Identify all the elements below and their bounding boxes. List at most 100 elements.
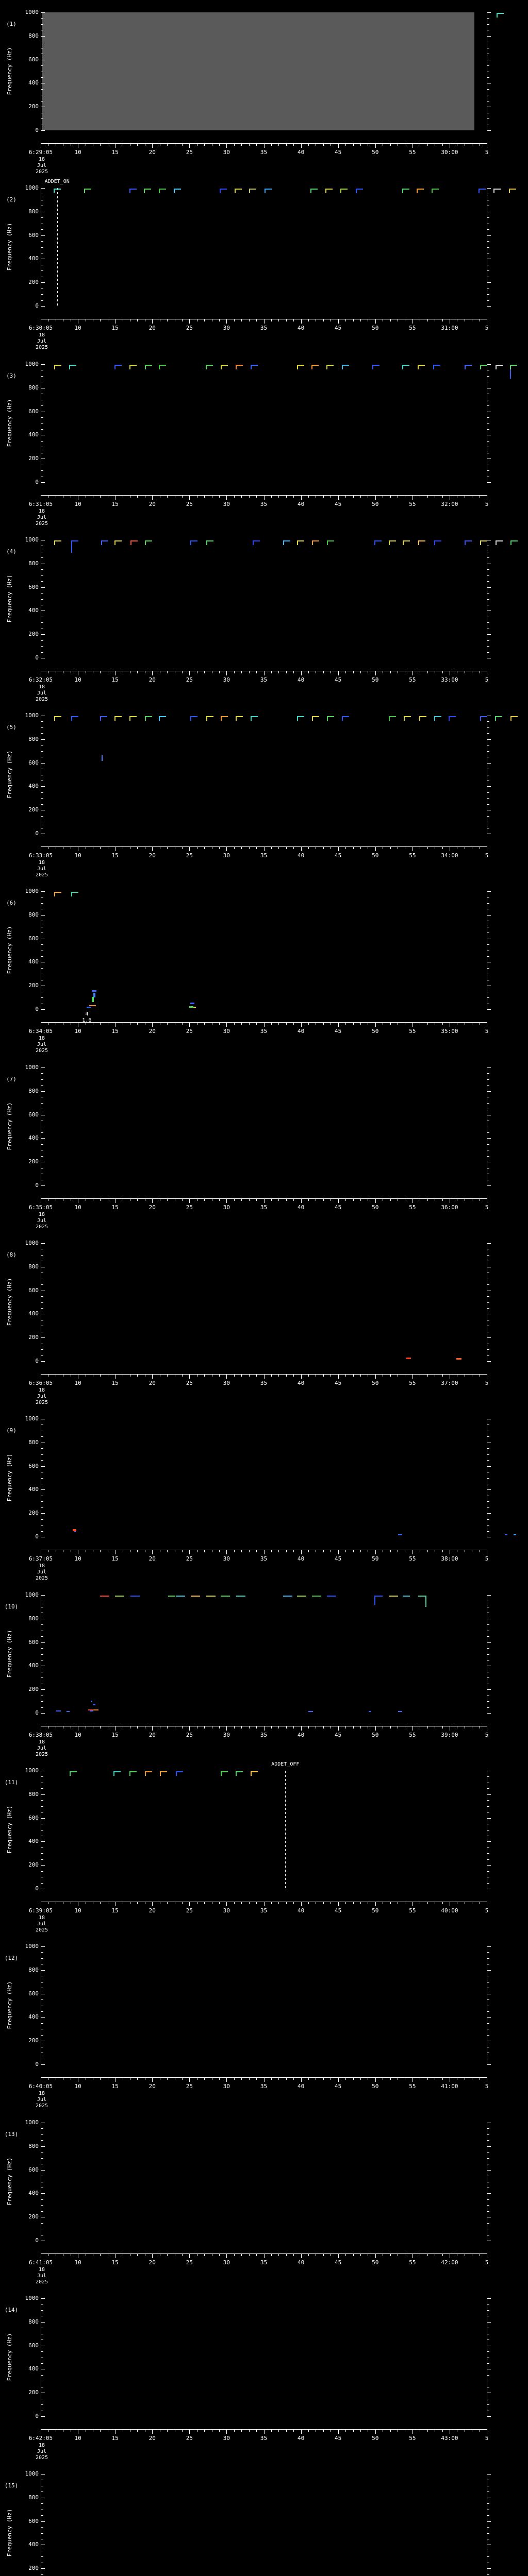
x-tick-label: 5 bbox=[485, 1380, 489, 1386]
x-tick bbox=[263, 1023, 265, 1027]
y-tick-label: 400 bbox=[28, 1134, 39, 1142]
y-tick bbox=[41, 1144, 43, 1145]
detection-mark-tick bbox=[250, 1771, 252, 1776]
detection-mark-tick bbox=[283, 540, 284, 545]
detection-mark-tick bbox=[312, 540, 314, 545]
x-tick-label: 15 bbox=[111, 1380, 119, 1386]
y-tick-label: 200 bbox=[28, 2565, 39, 2572]
y-tick bbox=[41, 1085, 43, 1086]
x-tick bbox=[390, 847, 391, 849]
y-tick bbox=[487, 2404, 489, 2405]
x-tick-label: 10 bbox=[74, 1028, 81, 1035]
y-tick bbox=[487, 1788, 489, 1789]
y-tick bbox=[487, 1436, 489, 1437]
x-tick bbox=[412, 496, 413, 500]
detection-mark-tick bbox=[252, 540, 254, 545]
detection-mark-tick bbox=[220, 716, 222, 721]
x-tick bbox=[390, 2254, 391, 2256]
y-tick-label: 0 bbox=[35, 2237, 39, 2244]
y-tick-label: 200 bbox=[28, 806, 39, 814]
x-tick bbox=[115, 847, 116, 851]
date-label: 2025 bbox=[35, 345, 48, 350]
y-tick bbox=[487, 646, 489, 647]
detection-mark-tick bbox=[235, 189, 236, 193]
y-tick-label: 1000 bbox=[25, 1064, 39, 1071]
x-tick bbox=[115, 1375, 116, 1379]
x-tick bbox=[204, 1199, 205, 1201]
detection-mark bbox=[71, 892, 79, 893]
x-tick-label: 5 bbox=[485, 501, 489, 507]
x-tick bbox=[390, 144, 391, 146]
y-tick-label: 800 bbox=[28, 2318, 39, 2325]
date-label: 2025 bbox=[35, 1752, 48, 1757]
detection-mark bbox=[480, 716, 488, 717]
y-tick bbox=[41, 1713, 45, 1714]
x-tick bbox=[442, 1199, 443, 1201]
x-tick bbox=[345, 1375, 346, 1377]
y-tick-label: 1000 bbox=[25, 1943, 39, 1950]
y-tick bbox=[41, 65, 43, 66]
detection-mark-tick bbox=[341, 716, 343, 721]
spectrogram-panel: 0 200 400 600 800 1000 Frequency (Hz) (9) 6:37:0… bbox=[0, 1406, 528, 1583]
y-tick bbox=[41, 130, 45, 131]
detection-mark bbox=[510, 540, 518, 541]
detection-mark-tick bbox=[70, 1771, 71, 1776]
date-label: 2025 bbox=[35, 169, 48, 175]
date-label: 2025 bbox=[35, 521, 48, 527]
x-tick bbox=[256, 144, 257, 146]
detection-mark bbox=[252, 540, 260, 541]
x-tick bbox=[219, 1726, 220, 1728]
x-tick bbox=[167, 319, 168, 321]
x-tick bbox=[323, 1375, 324, 1377]
detection-mark-tick bbox=[235, 365, 237, 369]
x-tick bbox=[442, 1550, 443, 1552]
y-tick bbox=[41, 2375, 43, 2376]
x-tick bbox=[100, 144, 101, 146]
y-tick-label: 400 bbox=[28, 958, 39, 965]
x-tick bbox=[189, 319, 190, 324]
detection-mark bbox=[129, 1771, 137, 1772]
y-tick bbox=[487, 1138, 491, 1139]
x-tick bbox=[249, 2078, 250, 2080]
detection-mark bbox=[235, 716, 243, 717]
x-tick bbox=[226, 319, 227, 324]
y-tick bbox=[41, 2556, 43, 2557]
x-tick bbox=[323, 319, 324, 321]
x-tick-label: 55 bbox=[409, 852, 416, 859]
x-tick bbox=[427, 1902, 428, 1904]
x-tick bbox=[301, 671, 302, 675]
x-tick bbox=[189, 671, 190, 675]
x-tick bbox=[323, 1199, 324, 1201]
x-tick bbox=[293, 2254, 294, 2256]
y-tick bbox=[487, 733, 489, 734]
x-tick bbox=[256, 496, 257, 498]
x-tick bbox=[375, 1726, 376, 1731]
detection-mark-tick bbox=[310, 189, 312, 193]
x-tick bbox=[271, 2078, 272, 2080]
y-tick bbox=[487, 1337, 491, 1338]
x-tick bbox=[241, 1023, 242, 1025]
call-detection bbox=[93, 1709, 99, 1711]
x-tick bbox=[442, 1375, 443, 1377]
x-tick bbox=[115, 496, 116, 500]
x-tick bbox=[137, 1199, 138, 1201]
y-tick bbox=[41, 1883, 43, 1884]
y-tick bbox=[41, 762, 45, 764]
detection-mark-tick bbox=[417, 189, 418, 193]
x-tick bbox=[234, 847, 235, 849]
y-tick bbox=[41, 2146, 45, 2147]
y-tick bbox=[487, 2064, 491, 2065]
spectrogram-panel: 0 200 400 600 800 1000 Frequency (Hz) (10) 6:38:… bbox=[0, 1583, 528, 1759]
y-tick bbox=[41, 1999, 43, 2001]
date-label: 18 bbox=[38, 860, 45, 866]
x-tick bbox=[100, 2078, 101, 2080]
y-tick bbox=[487, 247, 489, 248]
y-tick bbox=[487, 1800, 489, 1801]
x-tick bbox=[301, 1902, 302, 1906]
y-tick bbox=[487, 376, 489, 377]
date-label: 18 bbox=[38, 1563, 45, 1569]
x-tick bbox=[293, 496, 294, 498]
x-tick bbox=[204, 319, 205, 321]
x-tick bbox=[353, 2254, 354, 2256]
y-tick bbox=[487, 1103, 489, 1104]
